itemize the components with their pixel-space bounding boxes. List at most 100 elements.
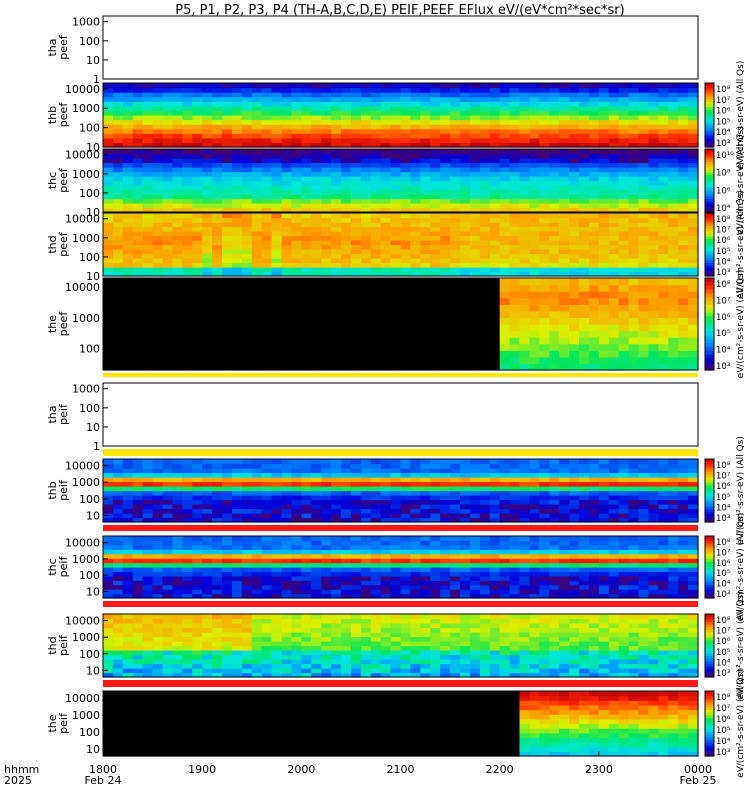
heatmap-cell: [648, 463, 659, 469]
heatmap-cell: [132, 128, 144, 134]
heatmap-cell: [360, 513, 372, 519]
heatmap-cell: [450, 142, 461, 148]
heatmap-cell: [549, 198, 560, 204]
heatmap-cell: [588, 363, 600, 371]
heatmap-cell: [222, 203, 233, 209]
heatmap-cell: [241, 92, 253, 98]
heatmap-cell: [638, 291, 650, 299]
heatmap-cell: [212, 330, 223, 338]
heatmap-cell: [291, 584, 302, 590]
heatmap-cell: [142, 262, 154, 268]
heatmap-cell: [341, 486, 352, 492]
heatmap-cell: [331, 337, 342, 345]
heatmap-cell: [519, 128, 531, 134]
heatmap-cell: [152, 133, 164, 139]
heatmap-cell: [360, 337, 372, 345]
heatmap-cell: [588, 472, 600, 478]
heatmap-cell: [618, 158, 630, 164]
heatmap-cell: [678, 262, 689, 268]
heatmap-cell: [132, 486, 144, 492]
heatmap-cell: [231, 499, 243, 505]
heatmap-cell: [390, 504, 402, 510]
heatmap-cell: [400, 217, 412, 223]
heatmap-cell: [608, 508, 620, 514]
heatmap-cell: [142, 558, 154, 564]
heatmap-cell: [648, 101, 659, 107]
heatmap-cell: [202, 540, 213, 546]
panel-species-label: peef: [57, 231, 70, 257]
heatmap-cell: [152, 176, 164, 182]
heatmap-cell: [688, 235, 699, 241]
heatmap-cell: [529, 310, 540, 319]
heatmap-cell: [549, 468, 560, 474]
heatmap-cell: [251, 304, 263, 312]
heatmap-cell: [231, 495, 243, 501]
heatmap-cell: [132, 203, 144, 209]
heatmap-cell: [202, 584, 213, 590]
heatmap-cell: [182, 92, 193, 98]
heatmap-cell: [231, 203, 243, 209]
heatmap-cell: [569, 194, 580, 200]
heatmap-cell: [658, 240, 669, 246]
heatmap-cell: [341, 589, 352, 595]
heatmap-cell: [370, 167, 382, 173]
heatmap-cell: [341, 240, 352, 246]
heatmap-cell: [281, 580, 293, 586]
heatmap-cell: [281, 481, 293, 487]
heatmap-cell: [360, 153, 372, 159]
heatmap-cell: [291, 472, 302, 478]
heatmap-cell: [499, 203, 511, 209]
heatmap-cell: [182, 463, 193, 469]
heatmap-cell: [579, 133, 590, 139]
heatmap-cell: [360, 194, 372, 200]
heatmap-cell: [400, 508, 412, 514]
colorbar-segment: [705, 215, 714, 219]
heatmap-cell: [489, 231, 501, 237]
heatmap-cell: [202, 304, 213, 312]
heatmap-cell: [469, 317, 481, 325]
heatmap-cell: [559, 463, 570, 469]
colorbar-segment: [705, 490, 714, 494]
heatmap-cell: [271, 304, 283, 312]
heatmap-cell: [440, 124, 451, 130]
heatmap-cell: [440, 317, 451, 325]
heatmap-cell: [598, 105, 610, 112]
heatmap-cell: [410, 171, 421, 177]
heatmap-cell: [460, 297, 471, 305]
heatmap-cell: [132, 477, 144, 483]
heatmap-cell: [420, 115, 431, 121]
heatmap-cell: [380, 222, 392, 228]
heatmap-cell: [122, 235, 134, 241]
colorbar-segment: [705, 107, 714, 111]
heatmap-cell: [440, 231, 451, 237]
heatmap-cell: [331, 540, 342, 546]
heatmap-cell: [509, 284, 521, 292]
heatmap-cell: [668, 504, 679, 510]
heatmap-cell: [410, 472, 421, 478]
heatmap-cell: [390, 198, 402, 204]
heatmap-cell: [460, 207, 471, 213]
heatmap-cell: [291, 119, 302, 125]
heatmap-cell: [291, 317, 302, 325]
heatmap-cell: [122, 463, 134, 469]
heatmap-cell: [440, 310, 451, 319]
heatmap-cell: [588, 253, 600, 259]
heatmap-cell: [321, 271, 332, 277]
heatmap-cell: [588, 176, 600, 182]
heatmap-cell: [569, 495, 580, 501]
heatmap-cell: [638, 83, 650, 89]
heatmap-cell: [291, 235, 302, 241]
heatmap-cell: [460, 235, 471, 241]
heatmap-cell: [192, 324, 203, 332]
heatmap-cell: [301, 558, 312, 564]
heatmap-cell: [212, 544, 223, 550]
heatmap-cell: [618, 176, 630, 182]
heatmap-cell: [460, 194, 471, 200]
heatmap-cell: [489, 207, 501, 213]
heatmap-cell: [261, 124, 273, 130]
heatmap-cell: [678, 207, 689, 213]
heatmap-cell: [162, 87, 174, 93]
heatmap-cell: [192, 124, 203, 130]
heatmap-cell: [688, 490, 699, 496]
heatmap-cell: [469, 463, 481, 469]
